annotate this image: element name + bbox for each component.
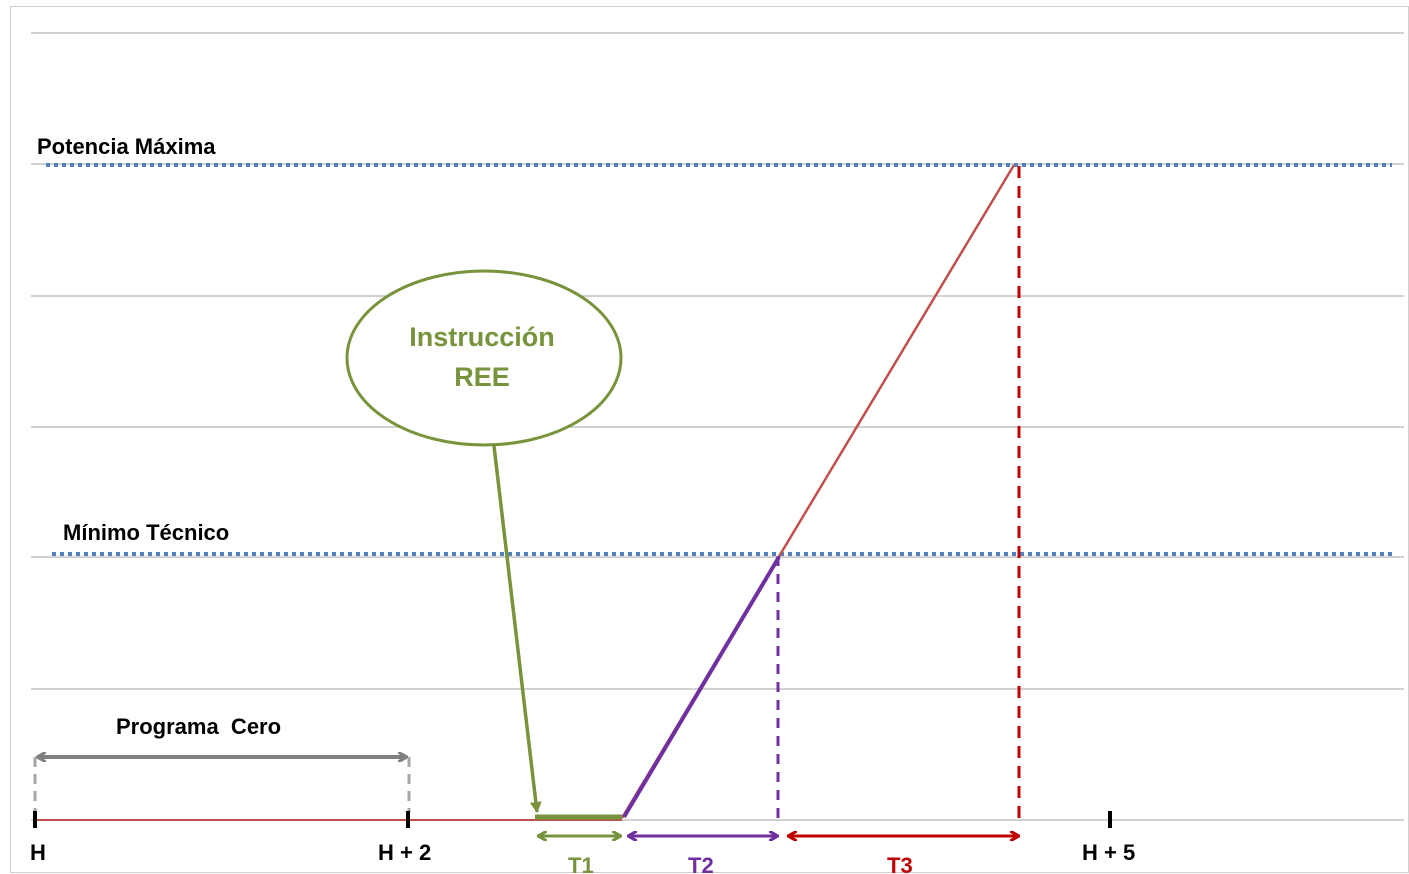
potencia-maxima-label: Potencia Máxima: [37, 134, 216, 159]
programa-cero-label: Programa Cero: [116, 714, 281, 739]
callout-ellipse: [345, 269, 623, 447]
gridlines: [31, 32, 1404, 821]
t1-label: T1: [568, 853, 594, 874]
diagram-frame: [10, 6, 1409, 873]
tick-label-h5: H + 5: [1082, 840, 1135, 865]
tick-label-h2: H + 2: [378, 840, 431, 865]
minimo-tecnico-label: Mínimo Técnico: [63, 520, 229, 545]
callout-text-line2: REE: [454, 362, 510, 392]
callout-pointer-arrow: [492, 445, 542, 813]
startup-ramp-segment: [622, 555, 781, 819]
t2-label: T2: [688, 853, 714, 874]
t3-label: T3: [887, 853, 913, 874]
callout-text-line1: Instrucción: [409, 322, 555, 352]
instruccion-ree-callout: Instrucción REE: [345, 269, 623, 813]
tick-label-h: H: [30, 840, 46, 865]
